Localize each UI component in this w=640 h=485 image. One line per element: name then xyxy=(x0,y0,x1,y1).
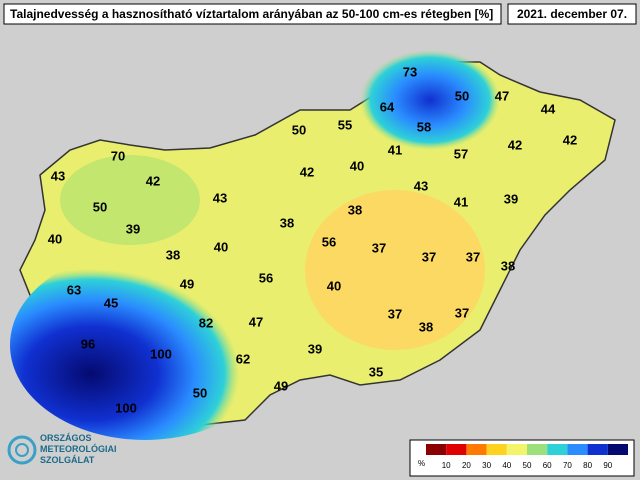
value-label: 44 xyxy=(541,101,556,116)
title-box xyxy=(3,3,502,25)
title: Talajnedvesség a hasznosítható víztartal… xyxy=(10,7,493,21)
legend-swatch xyxy=(527,444,548,455)
logo: ORSZÁGOS METEOROLÓGIAI SZOLGÁLAT xyxy=(7,433,117,465)
value-label: 100 xyxy=(150,346,172,361)
value-label: 39 xyxy=(504,191,518,206)
value-label: 47 xyxy=(249,314,263,329)
legend-tick-label: 50 xyxy=(523,461,532,470)
logo-icon xyxy=(7,435,37,465)
value-label: 42 xyxy=(508,137,522,152)
value-label: 40 xyxy=(350,158,364,173)
legend-swatch xyxy=(506,444,527,455)
value-label: 56 xyxy=(259,270,273,285)
value-label: 37 xyxy=(455,305,469,320)
date-box xyxy=(507,3,637,25)
logo-text: SZOLGÁLAT xyxy=(40,455,95,465)
dry-area xyxy=(305,190,485,350)
date: 2021. december 07. xyxy=(517,7,627,21)
value-label: 42 xyxy=(563,132,577,147)
value-label: 55 xyxy=(338,117,352,132)
value-label: 47 xyxy=(495,88,509,103)
value-label: 70 xyxy=(111,148,125,163)
legend-swatch xyxy=(466,444,487,455)
legend-tick-label: 30 xyxy=(482,461,491,470)
value-label: 37 xyxy=(466,249,480,264)
value-label: 37 xyxy=(388,306,402,321)
value-label: 43 xyxy=(213,190,227,205)
legend-swatch xyxy=(607,444,628,455)
value-label: 37 xyxy=(422,249,436,264)
value-label: 50 xyxy=(292,122,306,137)
value-label: 38 xyxy=(419,319,433,334)
value-label: 50 xyxy=(455,88,469,103)
legend-tick-label: 40 xyxy=(502,461,511,470)
value-label: 39 xyxy=(308,341,322,356)
legend-unit: % xyxy=(418,459,425,468)
legend-swatch xyxy=(446,444,467,455)
value-label: 41 xyxy=(388,142,402,157)
wet-area xyxy=(360,50,500,150)
legend-tick-label: 70 xyxy=(563,461,572,470)
legend-tick-label: 90 xyxy=(603,461,612,470)
value-label: 40 xyxy=(214,239,228,254)
value-label: 96 xyxy=(81,336,95,351)
value-label: 63 xyxy=(67,282,81,297)
legend-tick-label: 20 xyxy=(462,461,471,470)
value-label: 35 xyxy=(369,364,383,379)
legend-tick-label: 60 xyxy=(543,461,552,470)
legend-swatch xyxy=(426,444,447,455)
value-label: 50 xyxy=(93,199,107,214)
value-label: 40 xyxy=(48,231,62,246)
value-label: 49 xyxy=(180,276,194,291)
value-label: 82 xyxy=(199,315,213,330)
value-label: 40 xyxy=(327,278,341,293)
value-label: 41 xyxy=(454,194,468,209)
value-label: 38 xyxy=(348,202,362,217)
logo-icon xyxy=(15,443,29,457)
value-label: 43 xyxy=(51,168,65,183)
value-label: 42 xyxy=(146,173,160,188)
value-label: 38 xyxy=(280,215,294,230)
value-label: 50 xyxy=(193,385,207,400)
value-label: 37 xyxy=(372,240,386,255)
value-label: 38 xyxy=(501,258,515,273)
moist-area xyxy=(60,155,200,245)
value-label: 43 xyxy=(414,178,428,193)
legend-swatch xyxy=(547,444,568,455)
legend-tick-label: 10 xyxy=(442,461,451,470)
wet-area xyxy=(10,250,280,440)
logo-text: ORSZÁGOS xyxy=(40,433,92,443)
value-label: 57 xyxy=(454,146,468,161)
value-label: 45 xyxy=(104,295,118,310)
legend-swatch xyxy=(587,444,608,455)
value-label: 64 xyxy=(380,99,395,114)
value-label: 56 xyxy=(322,234,336,249)
legend-tick-label: 80 xyxy=(583,461,592,470)
value-label: 49 xyxy=(274,378,288,393)
value-label: 39 xyxy=(126,221,140,236)
value-label: 100 xyxy=(115,400,137,415)
value-label: 62 xyxy=(236,351,250,366)
value-label: 42 xyxy=(300,164,314,179)
value-label: 73 xyxy=(403,64,417,79)
value-label: 58 xyxy=(417,119,431,134)
legend-swatch xyxy=(567,444,588,455)
logo-text: METEOROLÓGIAI xyxy=(40,443,117,454)
value-label: 38 xyxy=(166,247,180,262)
legend-swatch xyxy=(486,444,507,455)
